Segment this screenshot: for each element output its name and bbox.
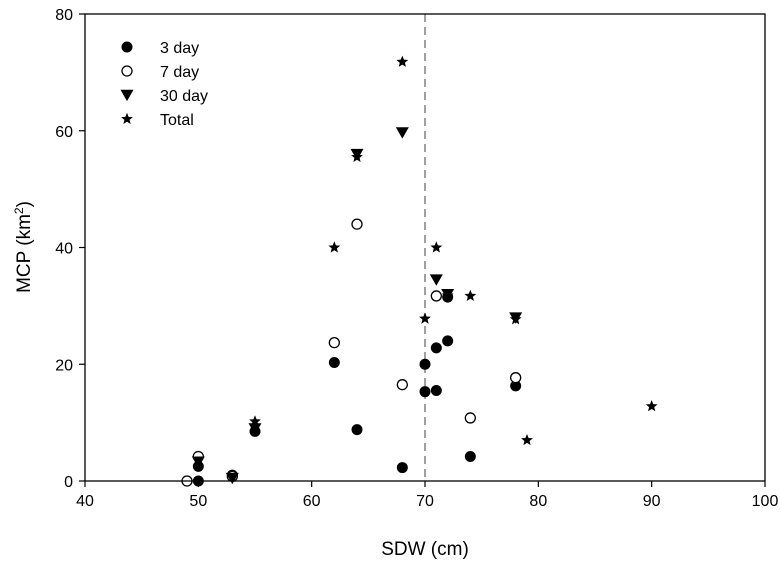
- x-tick-label: 100: [752, 493, 779, 510]
- point-total: [396, 55, 409, 67]
- y-tick-label: 80: [55, 7, 73, 24]
- point-7-day: [328, 337, 340, 349]
- legend-label-30-day: 30 day: [160, 88, 208, 105]
- point-total: [509, 313, 522, 325]
- y-axis-title-sup: 2: [12, 207, 26, 214]
- point-3-day: [442, 335, 454, 347]
- point-7-day: [464, 412, 476, 424]
- point-3-day: [419, 386, 431, 398]
- point-7-day: [351, 218, 363, 230]
- y-axis-title-base: MCP (km: [14, 214, 35, 293]
- point-7-day: [430, 290, 442, 302]
- axis-ticks: 40 50 60 70 80 90 100 0 20 40 60 80: [55, 7, 778, 510]
- point-total: [328, 241, 341, 253]
- legend-marker-total: [121, 112, 133, 125]
- y-tick-label: 60: [55, 124, 73, 141]
- x-tick-label: 70: [416, 493, 434, 510]
- point-30-day: [395, 127, 409, 139]
- point-total: [419, 312, 431, 324]
- point-30-day: [225, 472, 239, 485]
- legend-label-7-day: 7 day: [160, 64, 199, 81]
- point-7-day: [396, 379, 408, 391]
- point-total: [645, 400, 658, 412]
- point-3-day: [464, 450, 476, 462]
- point-total: [249, 415, 261, 427]
- point-3-day: [510, 380, 522, 392]
- legend-label-3-day: 3 day: [160, 40, 199, 57]
- point-3-day: [328, 356, 340, 368]
- x-tick-label: 40: [76, 493, 94, 510]
- x-tick-label: 90: [643, 493, 661, 510]
- x-axis-title: SDW (cm): [381, 539, 469, 560]
- x-tick-label: 50: [189, 493, 207, 510]
- x-tick-label: 60: [303, 493, 321, 510]
- point-7-day: [510, 372, 522, 384]
- point-3-day: [396, 462, 408, 474]
- x-tick-label: 80: [529, 493, 547, 510]
- point-3-day: [351, 424, 363, 436]
- y-axis-title: MCP (km2): [12, 201, 35, 293]
- point-3-day: [419, 358, 431, 370]
- legend: 3 day 7 day 30 day Total: [120, 40, 208, 129]
- y-tick-label: 40: [55, 241, 73, 258]
- point-30-day: [429, 274, 443, 286]
- point-total: [521, 433, 533, 446]
- y-axis-title-tail: ): [14, 201, 35, 207]
- legend-marker-3-day: [121, 41, 133, 53]
- legend-marker-30-day: [120, 89, 134, 102]
- point-total: [351, 150, 363, 163]
- point-3-day: [430, 385, 442, 397]
- legend-marker-7-day: [121, 65, 133, 77]
- y-tick-label: 20: [55, 357, 73, 374]
- point-total: [441, 289, 454, 301]
- point-total: [464, 289, 477, 301]
- point-total: [430, 241, 443, 253]
- point-3-day: [430, 342, 442, 354]
- y-tick-label: 0: [64, 474, 73, 491]
- legend-label-total: Total: [160, 112, 194, 129]
- data-points: [181, 55, 658, 487]
- point-30-day: [191, 456, 205, 468]
